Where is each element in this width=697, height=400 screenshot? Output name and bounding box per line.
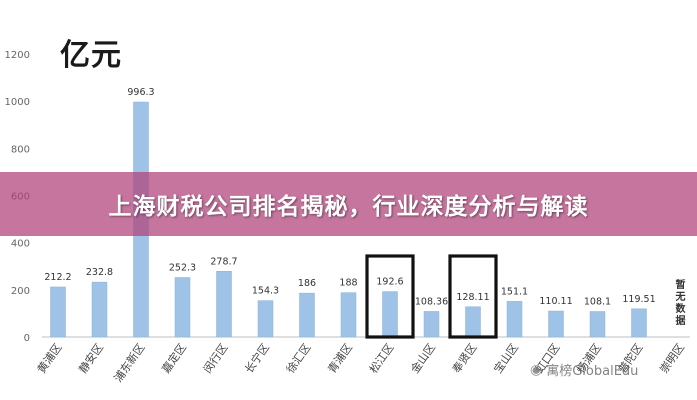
data-label: 212.2 <box>44 272 71 283</box>
data-label: 232.8 <box>86 267 113 278</box>
x-tick-label: 金山区 <box>408 341 438 376</box>
y-tick-label: 400 <box>11 239 30 250</box>
bar <box>589 311 606 338</box>
banner-title: 上海财税公司排名揭秘，行业深度分析与解读 <box>108 194 589 220</box>
bar <box>340 292 357 338</box>
chart-unit-title: 亿元 <box>60 38 122 73</box>
highlight-box <box>365 254 415 339</box>
data-label: 119.51 <box>622 294 655 305</box>
data-label: 252.3 <box>169 262 196 273</box>
data-label: 278.7 <box>210 256 237 267</box>
data-label: 154.3 <box>252 286 279 297</box>
x-tick-label: 浦东新区 <box>111 341 148 385</box>
bar <box>91 281 108 338</box>
x-tick-label: 徐汇区 <box>283 341 313 376</box>
y-tick-label: 1200 <box>5 50 30 61</box>
x-tick-label: 静安区 <box>76 341 106 376</box>
x-tick-label: 青浦区 <box>325 341 355 375</box>
watermark-text: 寓榜GlobalEdu <box>546 364 639 379</box>
data-label: 108.36 <box>415 296 448 307</box>
y-tick-label: 200 <box>11 286 30 297</box>
bar <box>216 271 232 338</box>
y-tick-label: 0 <box>24 333 30 344</box>
bar <box>465 306 481 338</box>
data-label: 108.1 <box>584 297 611 308</box>
bar <box>50 286 66 338</box>
wechat-icon: ◉ <box>530 361 543 378</box>
x-tick-label: 奉贤区 <box>449 341 479 376</box>
bar <box>299 292 315 338</box>
x-tick-label: 宝山区 <box>491 341 521 376</box>
data-label: 暂无数据 <box>675 278 687 327</box>
bar <box>423 311 440 338</box>
data-label: 110.11 <box>539 296 572 307</box>
data-label: 186 <box>298 278 316 289</box>
bar <box>257 300 274 338</box>
bar <box>548 310 564 338</box>
x-tick-label: 闵行区 <box>200 341 230 376</box>
x-tick-label: 崇明区 <box>657 341 687 375</box>
bar <box>506 301 523 338</box>
bar <box>174 277 191 338</box>
bar <box>631 308 647 338</box>
data-label: 192.6 <box>376 277 403 288</box>
watermark: ◉ 寓榜GlobalEdu <box>530 360 639 380</box>
y-tick-label: 800 <box>11 144 30 155</box>
x-tick-label: 长宁区 <box>242 341 272 376</box>
data-label: 151.1 <box>501 286 528 297</box>
y-tick-label: 1000 <box>5 97 30 108</box>
data-label: 128.11 <box>456 292 489 303</box>
x-tick-label: 嘉定区 <box>159 341 189 376</box>
data-label: 996.3 <box>127 87 154 98</box>
x-tick-label: 黄浦区 <box>34 341 64 376</box>
bar <box>382 291 398 338</box>
x-tick-label: 松江区 <box>366 341 396 376</box>
title-banner: 上海财税公司排名揭秘，行业深度分析与解读 <box>0 172 697 236</box>
data-label: 188 <box>339 278 357 289</box>
highlight-box <box>448 254 498 339</box>
